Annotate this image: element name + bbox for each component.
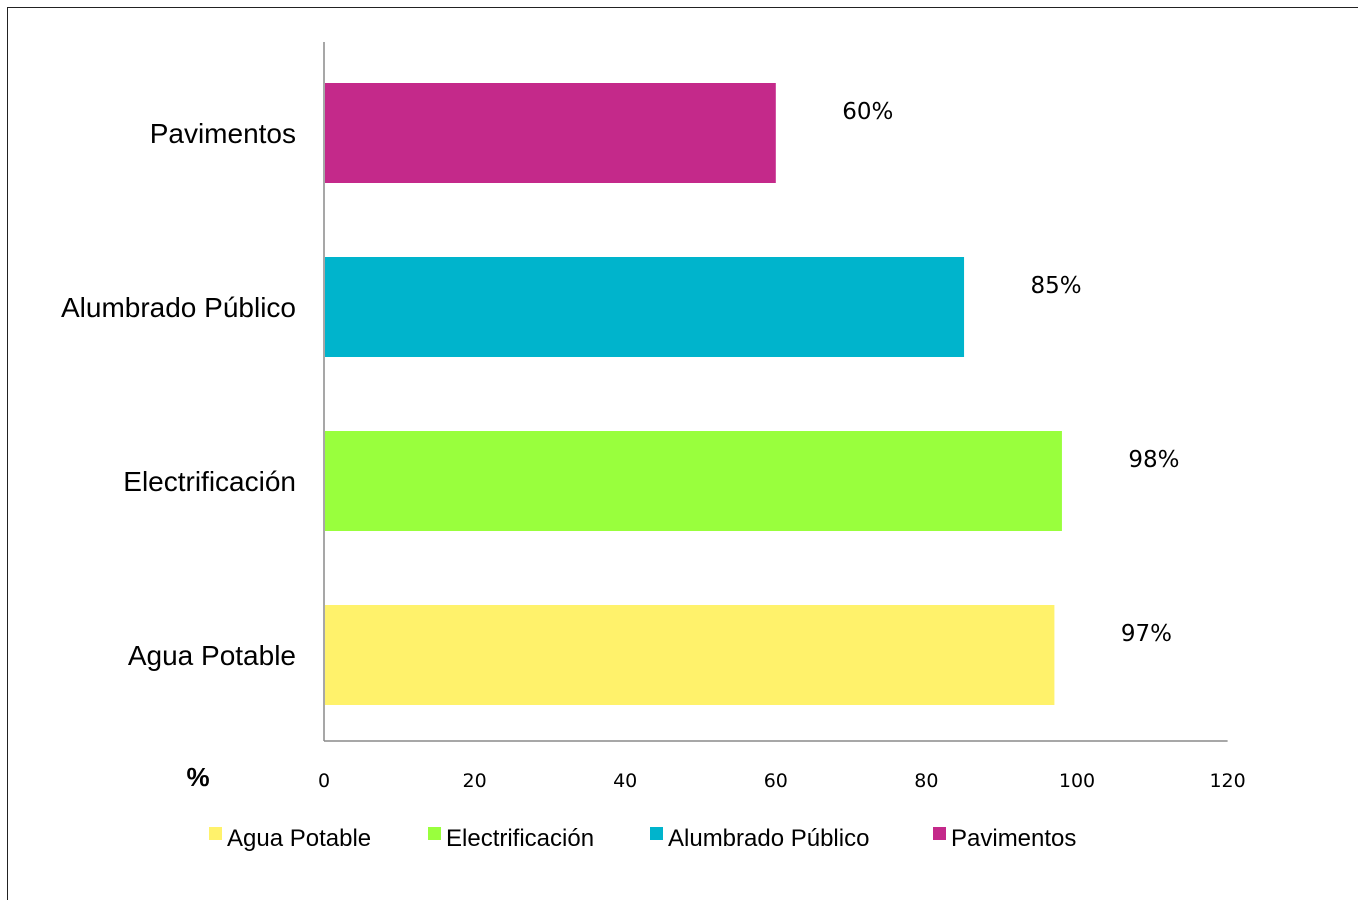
bar <box>325 605 1055 705</box>
x-tick-label: 100 <box>1059 770 1095 792</box>
x-tick-label: 0 <box>318 770 330 792</box>
legend-item-label: Agua Potable <box>227 825 371 852</box>
x-tick-label: 40 <box>613 770 637 792</box>
category-label: Alumbrado Público <box>61 292 296 323</box>
bar <box>325 257 965 357</box>
category-label: Pavimentos <box>150 118 296 149</box>
bar <box>325 431 1062 531</box>
category-label: Electrificación <box>123 466 296 497</box>
legend-item-label: Pavimentos <box>951 825 1076 852</box>
legend-swatch <box>209 827 222 840</box>
category-label: Agua Potable <box>128 640 296 671</box>
data-label: 60% <box>842 99 893 125</box>
data-label: 85% <box>1030 273 1081 299</box>
x-tick-label: 20 <box>463 770 487 792</box>
data-label: 98% <box>1128 447 1179 473</box>
data-label: 97% <box>1121 621 1172 647</box>
legend-swatch <box>933 827 946 840</box>
bar <box>325 83 776 183</box>
x-axis-label: % <box>186 762 209 792</box>
x-tick-label: 80 <box>914 770 938 792</box>
x-tick-label: 60 <box>764 770 788 792</box>
legend-swatch <box>650 827 663 840</box>
x-tick-label: 120 <box>1209 770 1245 792</box>
legend-swatch <box>428 827 441 840</box>
legend-item-label: Alumbrado Público <box>668 825 869 852</box>
legend-item-label: Electrificación <box>446 825 594 852</box>
